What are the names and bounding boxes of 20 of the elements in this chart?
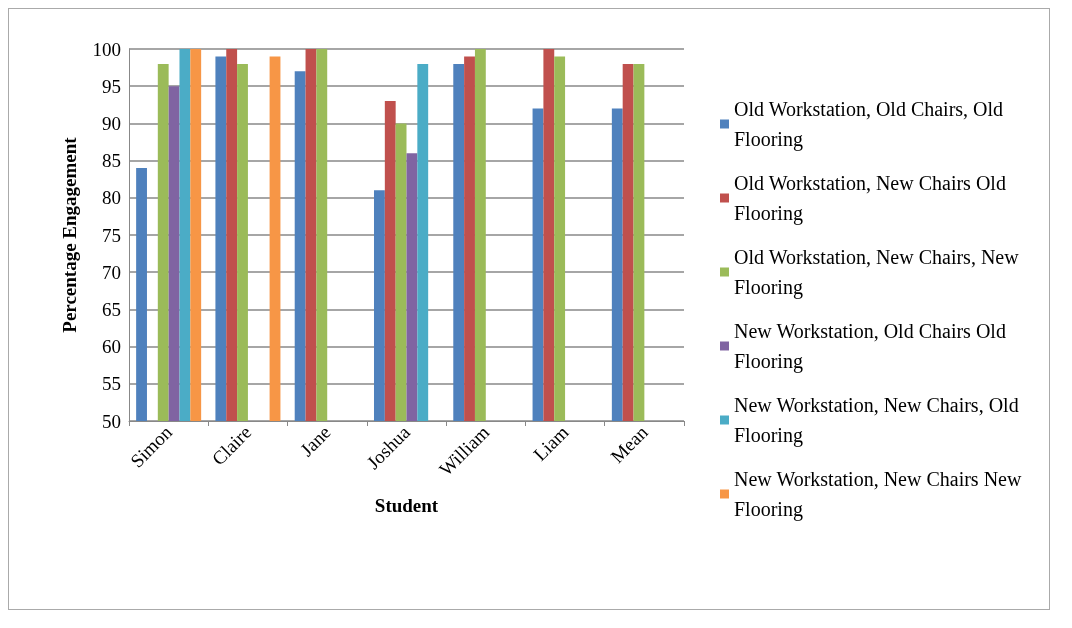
- y-tick-label: 95: [102, 75, 121, 97]
- x-tick-label: Jane: [295, 421, 335, 461]
- y-axis-title: Percentage Engagement: [59, 136, 80, 333]
- legend-label: New Workstation, New Chairs, Old Flooring: [734, 394, 1024, 447]
- y-tick-label: 70: [102, 261, 121, 283]
- legend-label: New Workstation, New Chairs New Flooring: [734, 468, 1027, 521]
- y-tick-label: 50: [102, 410, 121, 432]
- y-tick-label: 75: [102, 224, 121, 246]
- y-tick-label: 80: [102, 187, 121, 209]
- legend-label: Old Workstation, Old Chairs, Old Flooring: [734, 98, 1009, 151]
- legend-label: New Workstation, Old Chairs Old Flooring: [734, 320, 1011, 373]
- y-tick-label: 65: [102, 298, 121, 320]
- y-tick-label: 100: [92, 38, 121, 60]
- y-tick-label: 55: [102, 373, 121, 395]
- y-tick-label: 85: [102, 150, 121, 172]
- y-tick-label: 60: [102, 336, 121, 358]
- legend-label: Old Workstation, New Chairs, New Flooring: [734, 246, 1024, 299]
- legend-label: Old Workstation, New Chairs Old Flooring: [734, 172, 1011, 225]
- x-axis-title: Student: [374, 495, 439, 516]
- y-tick-label: 90: [102, 112, 121, 134]
